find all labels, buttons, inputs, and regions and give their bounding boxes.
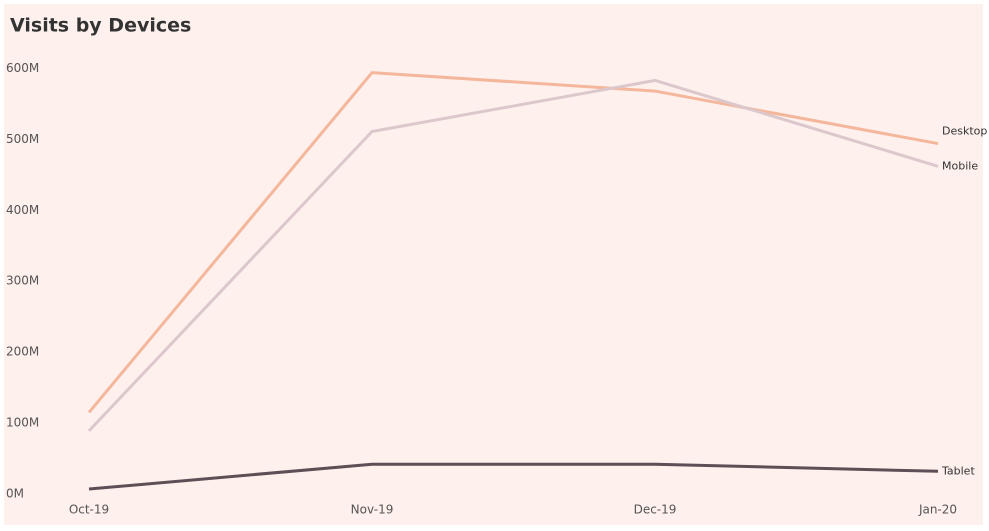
series-label: Tablet	[941, 464, 975, 477]
y-tick-label: 500M	[6, 132, 39, 146]
y-tick-label: 0M	[6, 487, 24, 501]
y-tick-label: 600M	[6, 61, 39, 75]
series-line	[87, 78, 939, 432]
series-line	[87, 71, 939, 414]
x-tick-label: Oct-19	[69, 503, 109, 517]
chart-background	[4, 4, 983, 525]
x-tick-label: Dec-19	[634, 503, 677, 517]
y-tick-label: 100M	[6, 416, 39, 430]
series-label: Mobile	[942, 159, 978, 172]
y-tick-label: 300M	[6, 274, 39, 288]
y-tick-label: 200M	[6, 345, 39, 359]
series-line	[88, 462, 939, 491]
chart-title: Visits by Devices	[10, 15, 191, 37]
x-tick-label: Jan-20	[918, 503, 957, 517]
x-tick-label: Nov-19	[351, 503, 394, 517]
series-label: Desktop	[942, 125, 987, 138]
y-tick-label: 400M	[6, 203, 39, 217]
